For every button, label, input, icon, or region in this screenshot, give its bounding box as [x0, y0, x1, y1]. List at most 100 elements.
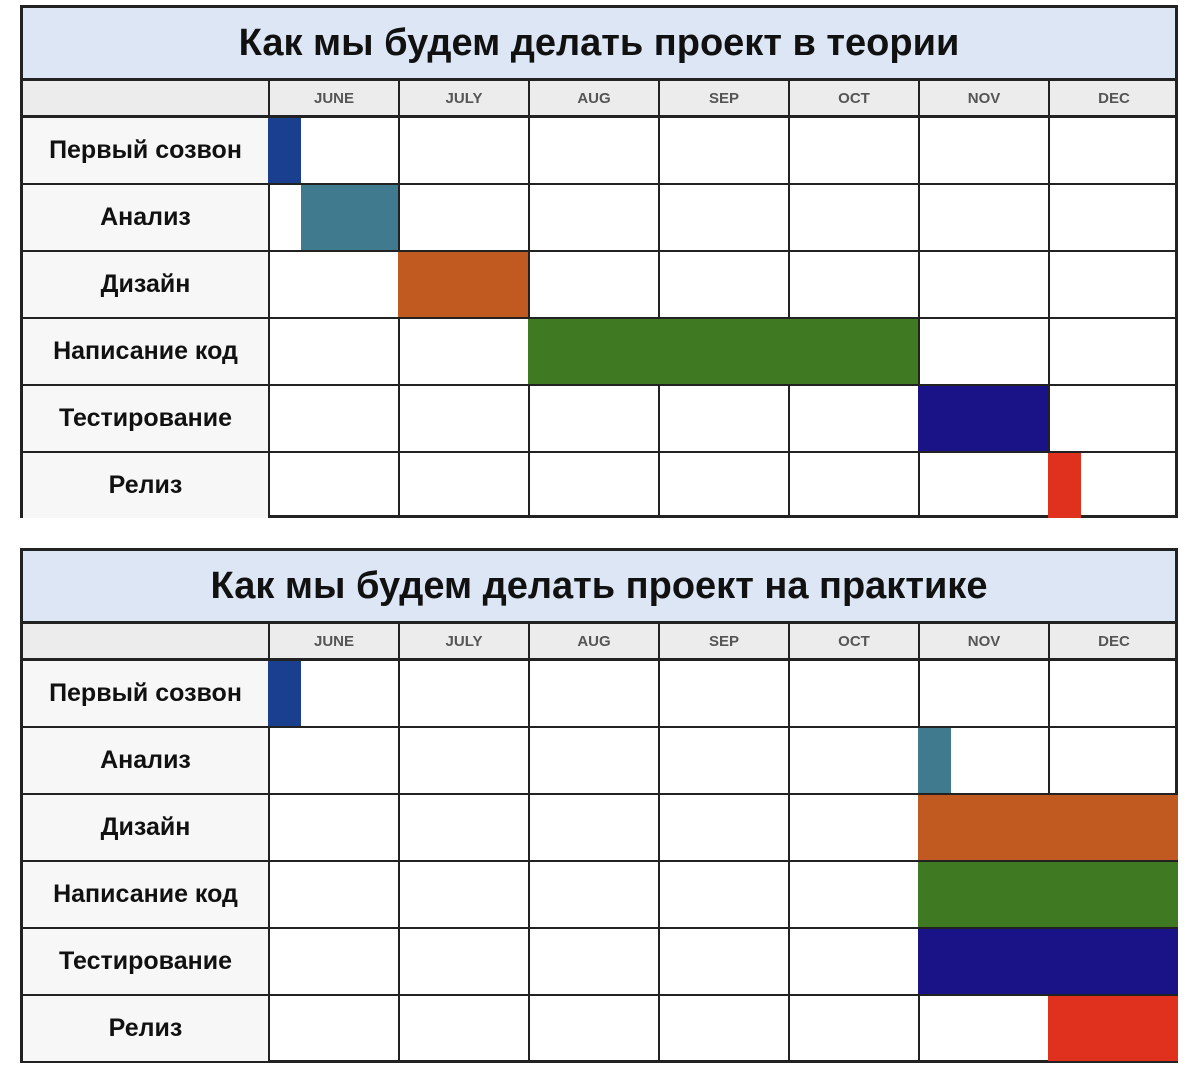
task-label: Анализ: [23, 728, 268, 793]
grid-cell: [788, 862, 918, 927]
grid-cell: [268, 929, 398, 994]
task-row: Релиз: [23, 996, 1178, 1063]
task-bar: [300, 185, 398, 250]
month-label: AUG: [528, 624, 658, 658]
grid-cell: [398, 185, 528, 250]
task-label: Дизайн: [23, 252, 268, 317]
grid-cell: [788, 728, 918, 793]
month-label: NOV: [918, 81, 1048, 115]
task-row: Дизайн: [23, 252, 1175, 319]
task-bar: [918, 862, 1178, 927]
grid-cell: [398, 929, 528, 994]
grid-cell: [658, 929, 788, 994]
grid-cell: [268, 386, 398, 451]
task-bar: [268, 661, 301, 726]
task-row: Тестирование: [23, 386, 1175, 453]
grid-cell: [268, 795, 398, 860]
grid-cell: [918, 319, 1048, 384]
grid-cell: [268, 453, 398, 518]
task-bar: [528, 319, 918, 384]
grid-cell: [398, 319, 528, 384]
grid-cell: [528, 728, 658, 793]
grid-cell: [398, 118, 528, 183]
grid-cell: [788, 118, 918, 183]
grid-cell: [528, 795, 658, 860]
task-label: Тестирование: [23, 929, 268, 994]
grid-cell: [658, 795, 788, 860]
month-label: AUG: [528, 81, 658, 115]
task-bar: [1048, 453, 1081, 518]
grid-cell: [528, 118, 658, 183]
task-bar: [918, 728, 951, 793]
grid-cell: [1048, 185, 1178, 250]
grid-cell: [268, 996, 398, 1061]
grid-cell: [1048, 386, 1178, 451]
task-label: Дизайн: [23, 795, 268, 860]
task-row: Дизайн: [23, 795, 1178, 862]
month-label: OCT: [788, 81, 918, 115]
task-row: Первый созвон: [23, 661, 1175, 728]
month-label: NOV: [918, 624, 1048, 658]
grid-cell: [918, 453, 1048, 518]
task-label: Первый созвон: [23, 118, 268, 183]
grid-cell: [528, 661, 658, 726]
month-label: SEP: [658, 624, 788, 658]
task-label: Тестирование: [23, 386, 268, 451]
grid-cell: [398, 996, 528, 1061]
grid-cell: [788, 795, 918, 860]
grid-cell: [788, 185, 918, 250]
grid-cell: [528, 386, 658, 451]
grid-cell: [528, 929, 658, 994]
grid-cell: [398, 728, 528, 793]
grid-cell: [268, 185, 398, 250]
task-label: Релиз: [23, 453, 268, 518]
task-bar: [918, 929, 1178, 994]
task-row: Написание код: [23, 319, 1175, 386]
grid-cell: [918, 118, 1048, 183]
task-row: Релиз: [23, 453, 1175, 520]
grid-cell: [918, 185, 1048, 250]
chart-title: Как мы будем делать проект в теории: [23, 8, 1175, 81]
grid-cell: [658, 996, 788, 1061]
task-row: Анализ: [23, 728, 1175, 795]
grid-cell: [658, 386, 788, 451]
task-row: Тестирование: [23, 929, 1178, 996]
grid-cell: [528, 453, 658, 518]
grid-cell: [268, 728, 398, 793]
month-label: JULY: [398, 81, 528, 115]
month-label: DEC: [1048, 81, 1178, 115]
grid-cell: [398, 661, 528, 726]
task-label: Анализ: [23, 185, 268, 250]
month-label: OCT: [788, 624, 918, 658]
grid-cell: [1048, 118, 1178, 183]
grid-cell: [1048, 319, 1178, 384]
task-bar: [918, 386, 1048, 451]
grid-cell: [1048, 661, 1178, 726]
gantt-theory: Как мы будем делать проект в теории JUNE J…: [20, 5, 1178, 518]
grid-cell: [268, 252, 398, 317]
grid-cell: [788, 252, 918, 317]
grid-cell: [528, 185, 658, 250]
month-label: DEC: [1048, 624, 1178, 658]
task-label: Первый созвон: [23, 661, 268, 726]
grid-cell: [658, 728, 788, 793]
grid-cell: [398, 453, 528, 518]
grid-cell: [1048, 252, 1178, 317]
task-row: Первый созвон: [23, 118, 1175, 185]
grid-cell: [528, 996, 658, 1061]
grid-cell: [788, 996, 918, 1061]
month-label: JUNE: [268, 81, 398, 115]
grid-cell: [788, 929, 918, 994]
grid-cell: [658, 118, 788, 183]
task-label: Написание код: [23, 319, 268, 384]
grid-cell: [658, 185, 788, 250]
grid-cell: [658, 661, 788, 726]
grid-cell: [528, 252, 658, 317]
grid-cell: [268, 319, 398, 384]
grid-cell: [788, 453, 918, 518]
task-bar: [268, 118, 301, 183]
grid-cell: [398, 862, 528, 927]
grid-cell: [918, 661, 1048, 726]
month-label: SEP: [658, 81, 788, 115]
chart-title: Как мы будем делать проект на практике: [23, 551, 1175, 624]
